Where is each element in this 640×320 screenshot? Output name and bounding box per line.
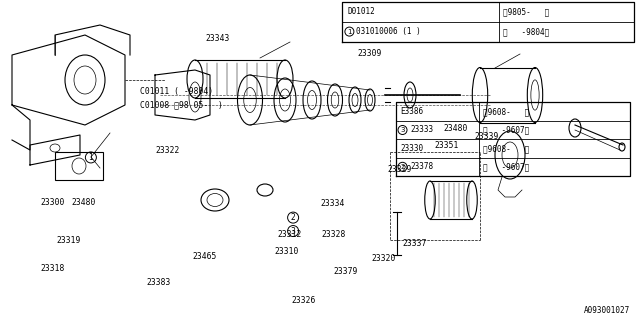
Text: 〈   -9804〉: 〈 -9804〉 [503, 27, 550, 36]
Text: 2: 2 [401, 164, 404, 170]
Text: 23343: 23343 [205, 34, 230, 43]
Text: 23383: 23383 [147, 278, 171, 287]
Text: 23329: 23329 [388, 165, 412, 174]
Text: 031010006 (1 ): 031010006 (1 ) [356, 27, 421, 36]
Text: 23465: 23465 [193, 252, 217, 261]
Text: 23334: 23334 [321, 199, 345, 208]
Text: 23378: 23378 [410, 162, 434, 171]
Text: E3386: E3386 [401, 107, 424, 116]
Text: 23319: 23319 [57, 236, 81, 245]
Text: 〈   -9607〉: 〈 -9607〉 [483, 125, 529, 134]
Text: 23309: 23309 [358, 49, 382, 58]
Text: 23330: 23330 [401, 144, 424, 153]
Text: 〈9805-   〉: 〈9805- 〉 [503, 7, 550, 16]
Text: 23326: 23326 [292, 296, 316, 305]
Text: 23480: 23480 [71, 198, 95, 207]
Text: 23328: 23328 [322, 230, 346, 239]
Text: 〈9608-   〉: 〈9608- 〉 [483, 107, 529, 116]
Text: 23351: 23351 [435, 141, 459, 150]
Text: 23337: 23337 [403, 239, 427, 248]
Text: C01011 ( -9804): C01011 ( -9804) [140, 87, 212, 96]
Text: 3: 3 [400, 127, 404, 133]
Text: 23480: 23480 [444, 124, 468, 133]
Bar [55, 152, 103, 180]
Text: 〈   -9607〉: 〈 -9607〉 [483, 162, 529, 171]
Text: 23320: 23320 [372, 254, 396, 263]
Text: A093001027: A093001027 [584, 306, 630, 315]
Text: 23310: 23310 [275, 247, 299, 256]
Text: 2: 2 [291, 213, 296, 222]
Text: 〈9608-   〉: 〈9608- 〉 [483, 144, 529, 153]
Text: 3: 3 [291, 227, 296, 236]
Text: 23322: 23322 [156, 146, 180, 155]
Text: 23312: 23312 [277, 230, 301, 239]
Text: 23379: 23379 [333, 267, 358, 276]
Text: C01008 〈98 05-  ): C01008 〈98 05- ) [140, 100, 222, 109]
Text: 23339: 23339 [474, 132, 499, 141]
Text: 1: 1 [88, 153, 93, 162]
Text: D01012: D01012 [348, 7, 375, 16]
Text: 23318: 23318 [40, 264, 65, 273]
Text: 1: 1 [347, 28, 351, 35]
Text: 23333: 23333 [410, 125, 434, 134]
Text: 23300: 23300 [40, 198, 65, 207]
